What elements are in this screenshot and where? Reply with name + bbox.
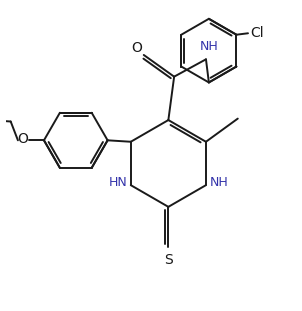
Text: O: O [131,41,142,55]
Text: NH: NH [210,176,228,189]
Text: S: S [164,253,173,267]
Text: O: O [17,132,28,146]
Text: HN: HN [108,176,127,189]
Text: Cl: Cl [250,26,263,40]
Text: NH: NH [200,40,218,53]
